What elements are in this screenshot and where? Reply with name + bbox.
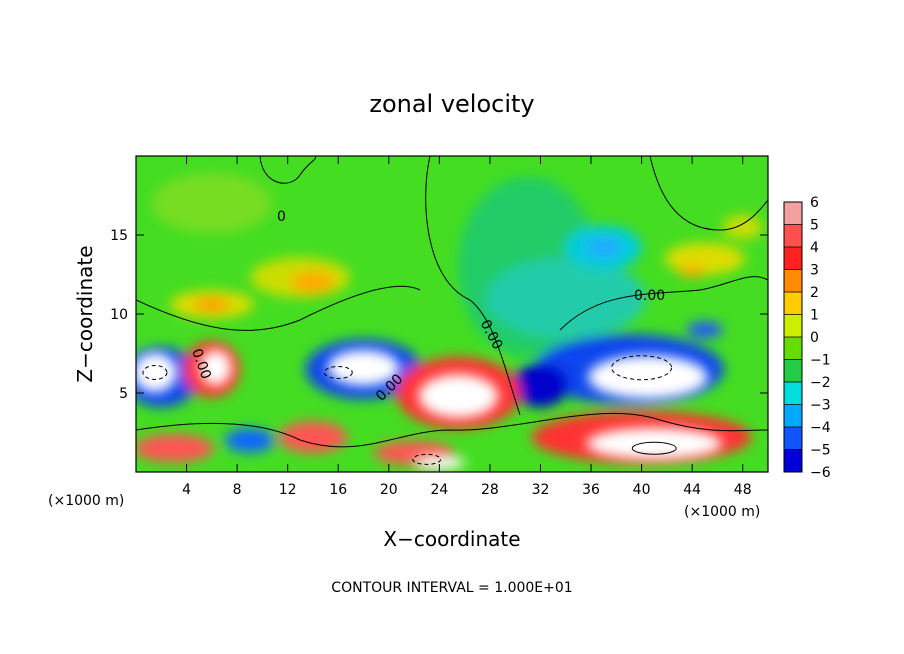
- field-core: [586, 427, 723, 460]
- colorbar-label: 5: [810, 218, 819, 234]
- y-tick-label: 10: [110, 307, 128, 323]
- field-blob: [485, 258, 646, 339]
- x-tick-label: 20: [380, 482, 398, 498]
- contour-line: [136, 412, 768, 448]
- colorbar-swatch: [784, 292, 802, 315]
- colorbar-swatch: [784, 382, 802, 405]
- contour-line: [631, 441, 677, 455]
- x-tick-label: 24: [430, 482, 448, 498]
- colorbar: 6 5 4 3 2 1 0 −1 −2 −3 −4 −5 −6: [783, 195, 831, 481]
- field-blob: [290, 271, 335, 294]
- contour-interval-note: CONTOUR INTERVAL = 1.000E+01: [331, 580, 572, 596]
- field-blob: [193, 297, 230, 312]
- colorbar-label: −3: [810, 398, 831, 414]
- x-tick-label: 36: [582, 482, 600, 498]
- colorbar-label: 2: [810, 285, 819, 301]
- field-blob: [512, 363, 569, 408]
- field-blob: [224, 428, 275, 453]
- colorbar-swatch: [784, 224, 802, 248]
- field-core: [587, 355, 708, 400]
- field-core: [413, 455, 466, 470]
- colorbar-label: 3: [810, 263, 819, 279]
- colorbar-swatch: [784, 449, 802, 473]
- x-tick-label: 4: [182, 482, 191, 498]
- field-blob: [722, 215, 763, 240]
- field-core: [199, 349, 232, 386]
- x-unit-label-right: (×1000 m): [684, 504, 760, 520]
- x-tick-label: 44: [683, 482, 701, 498]
- field-cores: [136, 349, 723, 470]
- field-blob: [278, 421, 347, 454]
- contour-line-dashed: [142, 364, 168, 380]
- colorbar-label: −4: [810, 420, 831, 436]
- colorbar-swatch: [784, 337, 802, 360]
- field-blob: [151, 173, 272, 234]
- contour-line: [259, 156, 317, 184]
- contour-line: [649, 156, 768, 231]
- colorbar-label: −2: [810, 375, 831, 391]
- x-axis: 4 8 12 16 20 24 28 32 36 40 44 48: [182, 156, 752, 498]
- field-core: [136, 352, 177, 393]
- x-tick-label: 12: [279, 482, 297, 498]
- x-axis-label: X−coordinate: [383, 527, 520, 551]
- colorbar-label: −6: [810, 465, 831, 481]
- field-core: [418, 374, 499, 419]
- y-tick-label: 15: [110, 228, 128, 244]
- x-tick-label: 48: [734, 482, 752, 498]
- contour-label: 0.00: [634, 288, 665, 304]
- y-axis-label: Z−coordinate: [73, 245, 97, 382]
- colorbar-label: −5: [810, 443, 831, 459]
- contour-line-dashed: [611, 355, 673, 381]
- field-blob: [585, 237, 622, 258]
- x-tick-label: 28: [481, 482, 499, 498]
- contour-line-dashed: [412, 453, 442, 465]
- colorbar-label: 6: [810, 195, 819, 211]
- field-core: [327, 349, 400, 386]
- y-tick-label: 5: [119, 386, 128, 402]
- colorbar-swatch: [784, 247, 802, 270]
- colorbar-label: 0: [810, 330, 819, 346]
- x-unit-label-left: (×1000 m): [48, 493, 124, 509]
- chart-title: zonal velocity: [369, 90, 534, 118]
- contour-line-dashed: [323, 365, 353, 379]
- contour-line: [559, 276, 768, 331]
- colorbar-swatch: [784, 359, 802, 383]
- colorbar-swatch: [784, 202, 802, 225]
- colorbar-swatch: [784, 404, 802, 428]
- colorbar-label: 1: [810, 308, 819, 324]
- x-tick-label: 8: [233, 482, 242, 498]
- colorbar-swatch: [784, 314, 802, 338]
- x-tick-label: 40: [633, 482, 651, 498]
- colorbar-label: 4: [810, 240, 819, 256]
- colorbar-label: −1: [810, 353, 831, 369]
- colorbar-swatch: [784, 427, 802, 450]
- x-tick-label: 32: [532, 482, 550, 498]
- y-axis: 5 10 15: [110, 228, 768, 402]
- colorbar-swatch: [784, 269, 802, 293]
- x-tick-label: 16: [329, 482, 347, 498]
- velocity-field: [136, 156, 768, 472]
- contour-line: [425, 156, 521, 416]
- contour-label: 0: [277, 209, 286, 225]
- field-blob: [136, 434, 214, 463]
- field-blob: [686, 321, 723, 338]
- field-blob: [678, 265, 707, 278]
- contour-line: [136, 285, 421, 331]
